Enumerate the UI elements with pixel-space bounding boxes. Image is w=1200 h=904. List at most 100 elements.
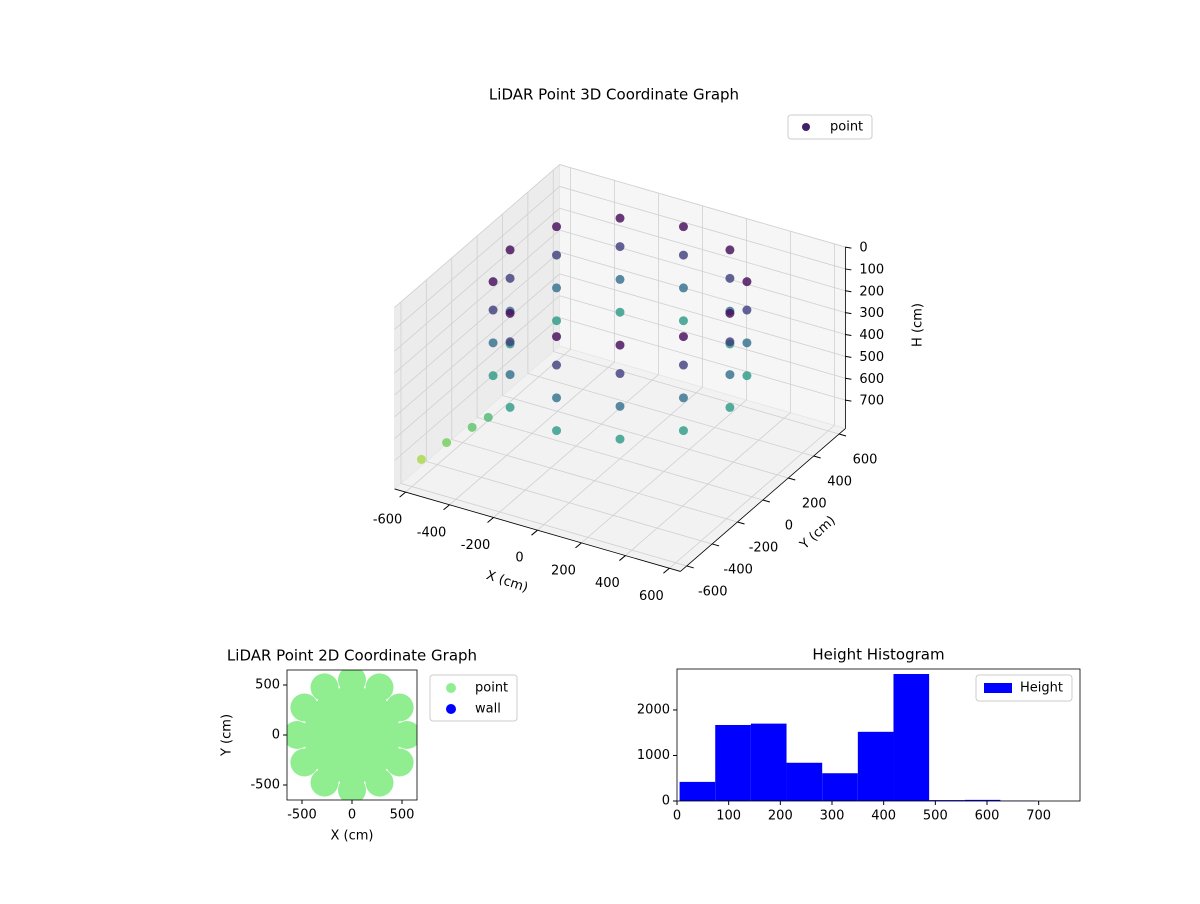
point bbox=[506, 309, 515, 318]
point bbox=[311, 769, 339, 797]
point bbox=[366, 769, 394, 797]
x-tick-label: 0 bbox=[348, 808, 356, 823]
point bbox=[616, 242, 625, 251]
chart-title: LiDAR Point 3D Coordinate Graph bbox=[489, 86, 739, 104]
legend-label: Height bbox=[1020, 681, 1063, 696]
point bbox=[725, 403, 734, 412]
tick-mark bbox=[712, 544, 719, 546]
x-tick-label: 200 bbox=[768, 809, 793, 824]
y-axis-label: Y (cm) bbox=[797, 513, 839, 553]
z-axis-label: H (cm) bbox=[911, 303, 926, 347]
y-tick-label: 500 bbox=[255, 678, 280, 693]
tick-mark bbox=[845, 269, 851, 270]
y-tick-label: -600 bbox=[698, 584, 728, 599]
point bbox=[484, 413, 493, 422]
y-tick-label: -500 bbox=[250, 778, 280, 793]
tick-mark bbox=[788, 478, 795, 480]
legend-marker bbox=[446, 683, 456, 693]
y-tick-label: 0 bbox=[662, 794, 670, 809]
point bbox=[552, 393, 561, 402]
point bbox=[468, 423, 477, 432]
z-tick-label: 300 bbox=[859, 306, 884, 321]
point bbox=[742, 338, 751, 347]
y-tick-label: -400 bbox=[723, 562, 753, 577]
point bbox=[679, 332, 688, 341]
legend-label: point bbox=[475, 681, 508, 696]
bar bbox=[751, 724, 787, 801]
point bbox=[616, 341, 625, 350]
point bbox=[506, 337, 515, 346]
x-tick-label: 300 bbox=[820, 809, 845, 824]
bar bbox=[787, 763, 823, 801]
point bbox=[679, 251, 688, 260]
y-tick-label: 400 bbox=[827, 475, 852, 490]
point bbox=[366, 673, 394, 701]
z-tick-label: 700 bbox=[859, 394, 884, 409]
point bbox=[679, 393, 688, 402]
x-tick-label: -600 bbox=[373, 513, 403, 528]
point bbox=[679, 222, 688, 231]
point bbox=[506, 370, 515, 379]
z-tick-label: 600 bbox=[859, 372, 884, 387]
x-tick-label: 100 bbox=[716, 809, 741, 824]
tick-mark bbox=[845, 335, 851, 336]
legend-marker bbox=[446, 704, 456, 714]
point bbox=[725, 309, 734, 318]
point bbox=[616, 402, 625, 411]
point bbox=[506, 245, 515, 254]
legend-marker bbox=[802, 123, 810, 131]
x-tick-label: 0 bbox=[673, 809, 681, 824]
bar bbox=[893, 674, 929, 801]
point bbox=[616, 275, 625, 284]
point bbox=[552, 332, 561, 341]
y-tick-label: 200 bbox=[802, 497, 827, 512]
point bbox=[489, 277, 498, 286]
tick-mark bbox=[619, 556, 625, 561]
bar bbox=[858, 732, 894, 801]
point bbox=[386, 694, 414, 722]
tick-mark bbox=[845, 400, 851, 401]
legend-label: point bbox=[830, 120, 863, 135]
bar bbox=[680, 782, 716, 801]
point bbox=[552, 251, 561, 260]
point bbox=[616, 435, 625, 444]
y-tick-label: 2000 bbox=[637, 702, 670, 717]
point bbox=[616, 214, 625, 223]
point bbox=[552, 283, 561, 292]
z-tick-label: 400 bbox=[859, 328, 884, 343]
point bbox=[616, 308, 625, 317]
tick-mark bbox=[400, 492, 406, 497]
point bbox=[725, 274, 734, 283]
y-tick-label: -200 bbox=[749, 540, 779, 555]
x-tick-label: -500 bbox=[287, 808, 317, 823]
z-tick-label: 100 bbox=[859, 262, 884, 277]
point bbox=[489, 306, 498, 315]
tick-mark bbox=[763, 500, 770, 502]
x-tick-label: -200 bbox=[461, 538, 491, 553]
chart-title: LiDAR Point 2D Coordinate Graph bbox=[227, 647, 477, 665]
x-tick-label: -400 bbox=[417, 525, 447, 540]
tick-mark bbox=[532, 530, 538, 535]
z-tick-label: 500 bbox=[859, 350, 884, 365]
x-tick-label: 500 bbox=[923, 809, 948, 824]
point bbox=[489, 371, 498, 380]
point bbox=[552, 316, 561, 325]
x-tick-label: 0 bbox=[515, 551, 523, 566]
y-axis-label: Y (cm) bbox=[220, 714, 235, 757]
tick-mark bbox=[845, 378, 851, 379]
x-tick-label: 600 bbox=[639, 589, 664, 604]
point bbox=[552, 426, 561, 435]
point bbox=[679, 283, 688, 292]
tick-mark bbox=[663, 568, 669, 573]
point bbox=[506, 403, 515, 412]
tick-mark bbox=[687, 566, 694, 568]
point bbox=[725, 370, 734, 379]
tick-mark bbox=[845, 313, 851, 314]
tick-mark bbox=[738, 522, 745, 524]
point bbox=[552, 361, 561, 370]
legend-marker bbox=[984, 683, 1012, 693]
x-tick-label: 400 bbox=[595, 576, 620, 591]
x-axis-label: X (cm) bbox=[331, 829, 374, 844]
point bbox=[386, 749, 414, 777]
x-axis-label: X (cm) bbox=[484, 568, 530, 596]
